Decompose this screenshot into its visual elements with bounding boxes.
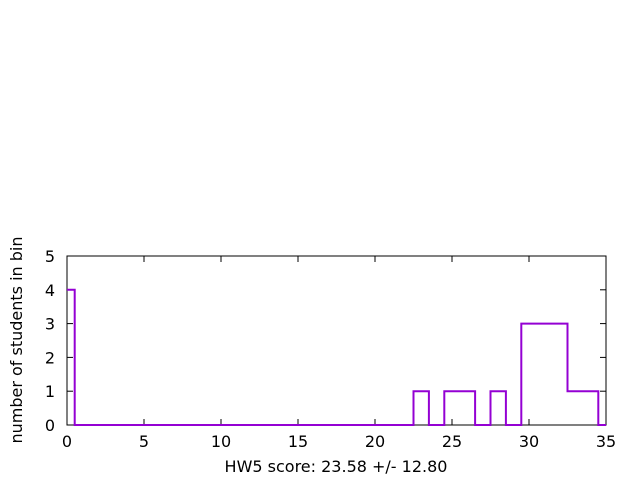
y-tick-label: 2 <box>45 348 55 367</box>
x-tick-label: 10 <box>211 432 231 451</box>
plot-frame <box>66 255 607 426</box>
histogram-series-line <box>67 288 606 426</box>
y-tick-label: 3 <box>45 315 55 334</box>
y-axis-label: number of students in bin <box>7 236 26 443</box>
x-tick-label: 20 <box>365 432 385 451</box>
x-tick-label: 5 <box>139 432 149 451</box>
y-tick-label: 5 <box>45 247 55 266</box>
x-tick-label: 15 <box>288 432 308 451</box>
y-tick-label: 0 <box>45 416 55 435</box>
x-tick-label: 0 <box>62 432 72 451</box>
y-tick-label: 4 <box>45 281 55 300</box>
x-tick-label: 35 <box>596 432 616 451</box>
x-tick-label: 30 <box>519 432 539 451</box>
x-tick-label: 25 <box>442 432 462 451</box>
x-axis-ticks: 0 5 10 15 20 25 30 35 <box>62 256 616 451</box>
x-axis-label: HW5 score: 23.58 +/- 12.80 <box>225 457 448 476</box>
y-tick-label: 1 <box>45 382 55 401</box>
